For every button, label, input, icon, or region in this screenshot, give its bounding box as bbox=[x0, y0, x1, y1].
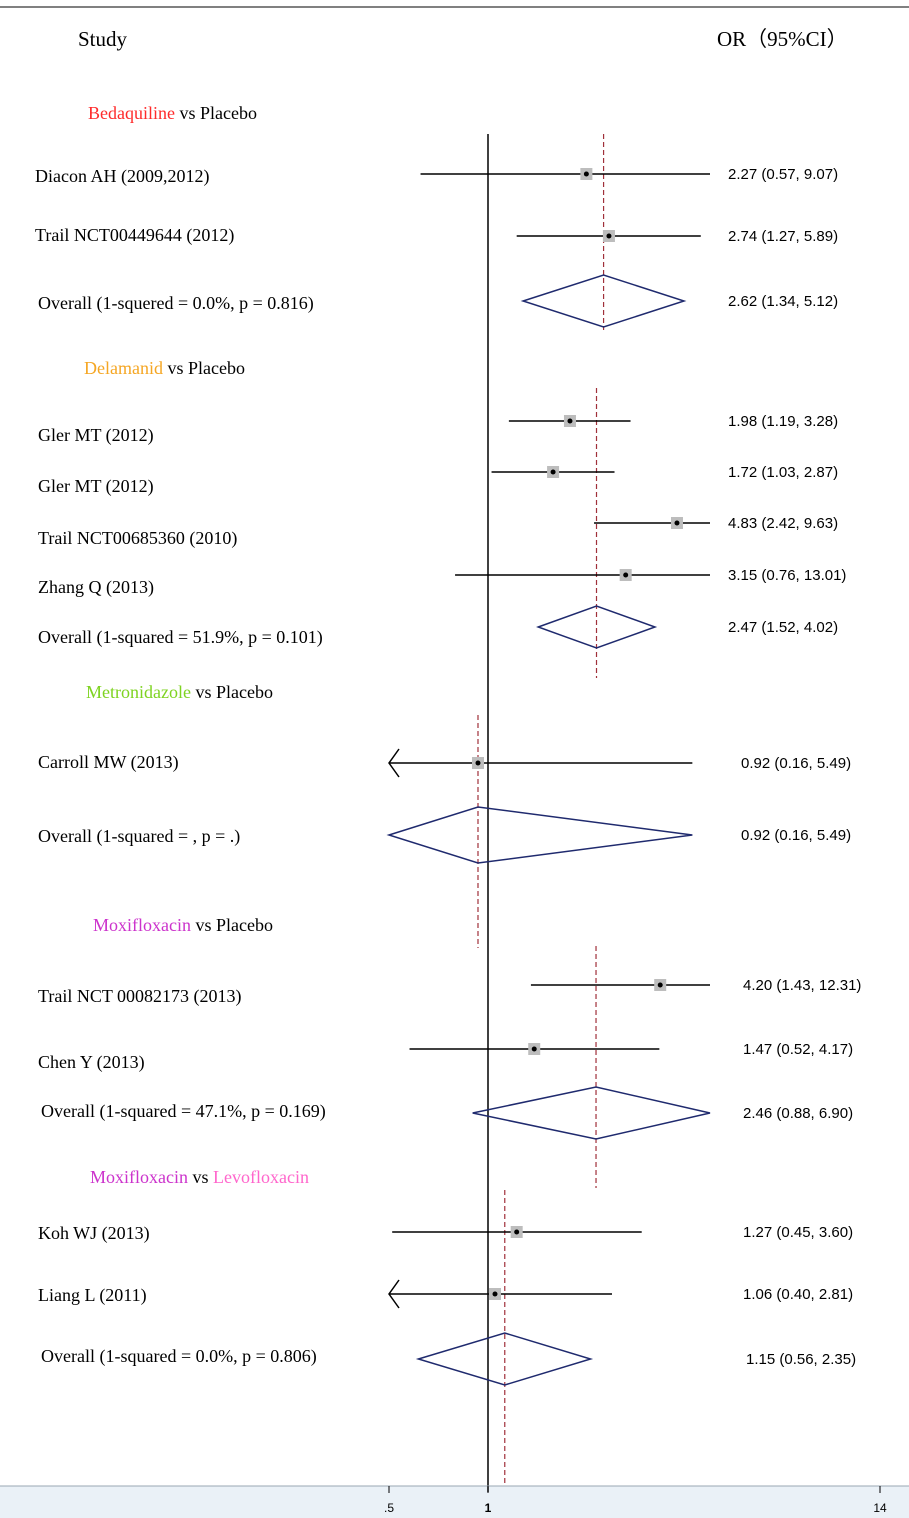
overall-ci-text: 2.62 (1.34, 5.12) bbox=[728, 293, 838, 310]
overall-label: Overall (1-squared = , p = .) bbox=[38, 826, 240, 847]
study-name: Gler MT (2012) bbox=[38, 425, 154, 446]
overall-ci-text: 0.92 (0.16, 5.49) bbox=[741, 827, 851, 844]
overall-ci-text: 2.47 (1.52, 4.02) bbox=[728, 619, 838, 636]
group-label-part: Levofloxacin bbox=[213, 1167, 309, 1187]
or-header: OR（95%CI） bbox=[717, 27, 848, 51]
study-name: Carroll MW (2013) bbox=[38, 752, 179, 773]
axis-band bbox=[0, 1486, 909, 1518]
axis-tick-label: .5 bbox=[384, 1501, 394, 1515]
group-label-part: Bedaquiline bbox=[88, 103, 175, 123]
study-name: Zhang Q (2013) bbox=[38, 577, 154, 598]
study-point bbox=[567, 418, 573, 424]
plot-marks: .5 1 14 Bedaquiline vs Placebo Diacon AH (20… bbox=[0, 103, 909, 1515]
group-label-part: vs Placebo bbox=[175, 103, 257, 123]
group-label: Moxifloxacin vs Placebo bbox=[93, 915, 273, 935]
axis-tick-label: 14 bbox=[873, 1501, 887, 1515]
study-name: Trail NCT 00082173 (2013) bbox=[38, 986, 242, 1007]
overall-diamond bbox=[520, 274, 687, 328]
study-ci-text: 1.27 (0.45, 3.60) bbox=[743, 1224, 853, 1241]
study-point bbox=[514, 1229, 520, 1235]
group-label-part: Moxifloxacin bbox=[90, 1167, 188, 1187]
ci-arrow bbox=[388, 748, 400, 778]
ci-arrow bbox=[388, 1279, 400, 1309]
study-ci-text: 0.92 (0.16, 5.49) bbox=[741, 755, 851, 772]
group-label-part: vs Placebo bbox=[163, 358, 245, 378]
study-point bbox=[550, 469, 556, 475]
study-point bbox=[492, 1291, 498, 1297]
overall-ci-text: 1.15 (0.56, 2.35) bbox=[746, 1351, 856, 1368]
study-name: Chen Y (2013) bbox=[38, 1052, 145, 1073]
group-label: Delamanid vs Placebo bbox=[84, 358, 245, 378]
overall-label: Overall (1-squared = 0.0%, p = 0.806) bbox=[41, 1346, 317, 1367]
study-ci-text: 1.06 (0.40, 2.81) bbox=[743, 1286, 853, 1303]
group-label: Moxifloxacin vs Levofloxacin bbox=[90, 1167, 309, 1187]
group-label-part: vs Placebo bbox=[191, 915, 273, 935]
group-label-part: vs Placebo bbox=[191, 682, 273, 702]
study-point bbox=[583, 171, 589, 177]
group-label: Bedaquiline vs Placebo bbox=[88, 103, 257, 123]
overall-ci-text: 2.46 (0.88, 6.90) bbox=[743, 1105, 853, 1122]
group-label: Metronidazole vs Placebo bbox=[86, 682, 273, 702]
study-header: Study bbox=[78, 27, 128, 51]
study-ci-text: 4.20 (1.43, 12.31) bbox=[743, 977, 861, 994]
overall-diamond bbox=[472, 1086, 711, 1140]
overall-label: Overall (1-squered = 0.0%, p = 0.816) bbox=[38, 293, 314, 314]
study-ci-text: 1.47 (0.52, 4.17) bbox=[743, 1041, 853, 1058]
overall-diamond bbox=[386, 806, 693, 864]
study-ci-text: 4.83 (2.42, 9.63) bbox=[728, 515, 838, 532]
study-point bbox=[606, 233, 612, 239]
overall-label: Overall (1-squared = 51.9%, p = 0.101) bbox=[38, 627, 323, 648]
overall-diamond bbox=[415, 1332, 594, 1386]
study-name: Gler MT (2012) bbox=[38, 476, 154, 497]
study-name: Diacon AH (2009,2012) bbox=[35, 166, 209, 187]
study-point bbox=[623, 572, 629, 578]
study-name: Trail NCT00449644 (2012) bbox=[35, 225, 234, 246]
study-point bbox=[531, 1046, 537, 1052]
study-name: Trail NCT00685360 (2010) bbox=[38, 528, 237, 549]
study-name: Liang L (2011) bbox=[38, 1285, 147, 1306]
group-label-part: Moxifloxacin bbox=[93, 915, 191, 935]
group-label-part: Metronidazole bbox=[86, 682, 191, 702]
study-ci-text: 2.27 (0.57, 9.07) bbox=[728, 166, 838, 183]
group-label-part: Delamanid bbox=[84, 358, 163, 378]
overall-diamond bbox=[536, 605, 658, 649]
study-ci-text: 1.72 (1.03, 2.87) bbox=[728, 464, 838, 481]
study-point bbox=[674, 520, 680, 526]
group-label-part: vs bbox=[188, 1167, 213, 1187]
study-ci-text: 3.15 (0.76, 13.01) bbox=[728, 567, 846, 584]
study-point bbox=[475, 760, 481, 766]
study-ci-text: 1.98 (1.19, 3.28) bbox=[728, 413, 838, 430]
study-ci-text: 2.74 (1.27, 5.89) bbox=[728, 228, 838, 245]
overall-label: Overall (1-squared = 47.1%, p = 0.169) bbox=[41, 1101, 326, 1122]
axis-tick-label: 1 bbox=[485, 1501, 492, 1515]
study-name: Koh WJ (2013) bbox=[38, 1223, 150, 1244]
study-point bbox=[657, 982, 663, 988]
